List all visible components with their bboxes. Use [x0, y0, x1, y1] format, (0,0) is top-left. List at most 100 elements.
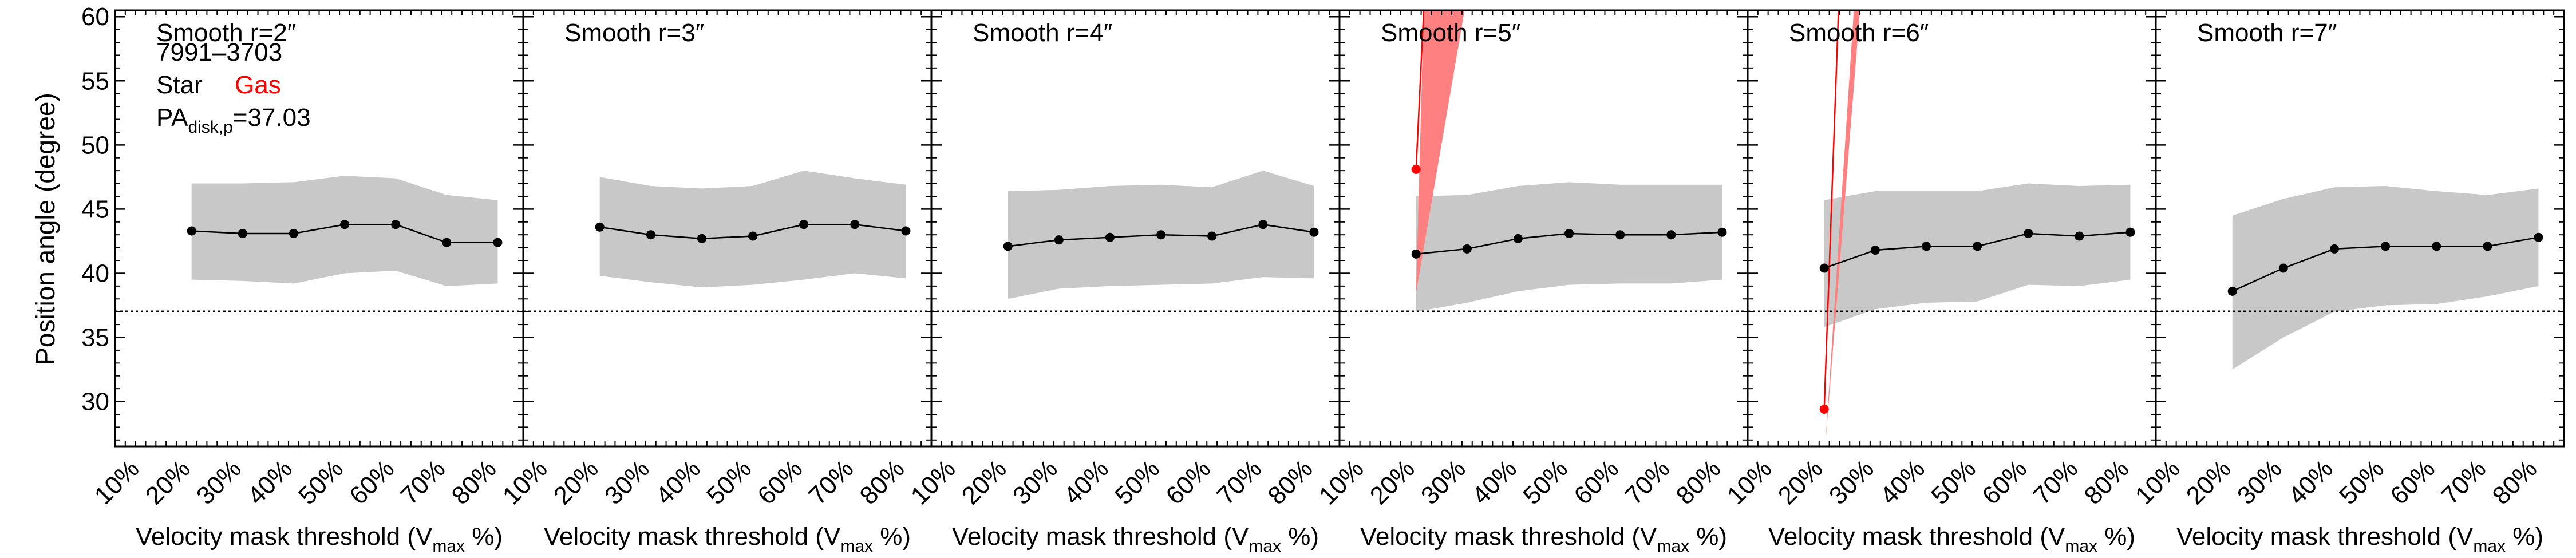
x-tick-label: 30% [2232, 454, 2287, 510]
y-tick-label: 60 [81, 3, 109, 31]
x-tick-label: 20% [2181, 454, 2237, 510]
x-tick-label: 30% [1824, 454, 1879, 510]
star-point [1156, 230, 1166, 240]
x-tick-label: 50% [2334, 454, 2389, 510]
star-point [595, 222, 605, 232]
panel-3: 10%20%30%40%50%60%70%80% Smooth r=4″ Veloc… [906, 9, 1341, 556]
gas-uncertainty-wedge [1825, 10, 1860, 446]
star-point [1462, 244, 1472, 254]
star-point [442, 238, 452, 247]
x-tick-label: 40% [242, 454, 298, 510]
star-point [1666, 230, 1676, 240]
x-tick-label: 10% [906, 454, 961, 510]
star-point [1258, 220, 1268, 229]
x-tick-label: 10% [497, 454, 553, 510]
x-tick-label: 10% [89, 454, 145, 510]
legend-id-text: 7991–3703 [156, 38, 282, 66]
star-point [697, 234, 706, 243]
gas-pa-line [1823, 10, 1839, 410]
x-tick-label: 30% [1416, 454, 1471, 510]
x-axis-label-main: Velocity mask threshold (V [544, 523, 841, 551]
x-tick-label: 70% [2436, 454, 2491, 510]
x-tick-label: 70% [2028, 454, 2083, 510]
x-axis-label-end: %) [1689, 523, 1727, 551]
x-tick-label: 10% [1722, 454, 1777, 510]
x-tick-label: 70% [1211, 454, 1267, 510]
star-uncertainty-band [191, 176, 498, 286]
x-tick-label: 20% [1365, 454, 1420, 510]
panel-2: 10%20%30%40%50%60%70%80% Smooth r=3″ Veloc… [497, 9, 933, 556]
x-axis-label-end: %) [465, 523, 503, 551]
panel-1: 30 35 40 45 50 55 60 10%20%30%40%50%60%70%80% Sm… [81, 3, 524, 556]
x-axis-label-main: Velocity mask threshold (V [1768, 523, 2065, 551]
star-uncertainty-band [599, 171, 906, 288]
legend-pa-text: PAdisk,p=37.03 [156, 104, 311, 137]
legend-pa-prefix: PA [156, 104, 188, 132]
panel-title: Smooth r=2″ [156, 19, 296, 47]
star-uncertainty-band [1824, 183, 2131, 327]
panel-6: 10%20%30%40%50%60%70%80% Smooth r=7″ Veloc… [2130, 9, 2565, 556]
plot-area [2156, 186, 2564, 370]
x-tick-label: 40% [650, 454, 706, 510]
plot-area [1340, 10, 1748, 312]
x-tick-label: 50% [1926, 454, 1981, 510]
star-point [2534, 232, 2543, 242]
x-tick-label: 30% [1008, 454, 1063, 510]
x-tick-label: 30% [599, 454, 655, 510]
x-axis-label-main: Velocity mask threshold (V [952, 523, 1249, 551]
star-point [1513, 234, 1523, 243]
star-point [1054, 235, 1064, 245]
x-tick-label: 10% [2130, 454, 2186, 510]
y-tick-label: 40 [81, 259, 109, 287]
x-axis-label-end: %) [873, 523, 911, 551]
x-axis-label-main: Velocity mask threshold (V [136, 523, 433, 551]
gas-point [1819, 405, 1829, 414]
x-tick-label: 20% [140, 454, 196, 510]
star-point [2432, 242, 2441, 251]
panel-5: 10%20%30%40%50%60%70%80% Smooth r=6″ Veloc… [1722, 9, 2157, 556]
star-point [901, 226, 911, 236]
star-point [1615, 230, 1625, 240]
y-tick-label: 30 [81, 388, 109, 416]
gas-point [1411, 164, 1421, 174]
x-axis-label-main: Velocity mask threshold (V [1360, 523, 1657, 551]
x-tick-label: 50% [1518, 454, 1573, 510]
star-point [1717, 227, 1727, 237]
star-point [238, 228, 247, 238]
star-point [1564, 228, 1574, 238]
star-point [799, 220, 809, 229]
x-tick-label: 60% [752, 454, 808, 510]
panel-title: Smooth r=3″ [564, 19, 704, 47]
x-axis-label-end: %) [2097, 523, 2135, 551]
plot-area [523, 171, 931, 312]
plot-area [931, 171, 1340, 312]
x-tick-label: 60% [344, 454, 400, 510]
x-tick-label: 60% [1977, 454, 2032, 510]
x-tick-label: 60% [1568, 454, 1624, 510]
star-point [2075, 231, 2084, 241]
x-axis-label: Velocity mask threshold (Vmax %) [544, 523, 911, 556]
panel-title: Smooth r=6″ [1789, 19, 1929, 47]
x-axis-label-sub: max [432, 537, 465, 556]
x-axis-label-sub: max [2065, 537, 2097, 556]
y-axis-label: Position angle (degree) [30, 93, 60, 365]
star-point [391, 220, 401, 229]
star-point [850, 220, 860, 229]
x-axis-label: Velocity mask threshold (Vmax %) [1360, 523, 1727, 556]
legend-pa-sub: disk,p [188, 118, 232, 137]
legend-gas-label: Gas [235, 71, 281, 99]
panel-title: Smooth r=5″ [1381, 19, 1520, 47]
x-tick-label: 20% [1773, 454, 1828, 510]
star-point [1819, 263, 1829, 273]
y-tick-label: 55 [81, 67, 109, 95]
x-tick-label: 80% [2079, 454, 2135, 510]
star-point [1003, 242, 1013, 251]
star-point [1411, 249, 1421, 259]
star-point [2024, 228, 2033, 238]
star-uncertainty-band [1416, 182, 1722, 312]
x-tick-label: 20% [548, 454, 604, 510]
x-axis-label: Velocity mask threshold (Vmax %) [2176, 523, 2543, 556]
legend-star-label: Star [156, 71, 203, 99]
gas-uncertainty-wedge [1416, 10, 1465, 293]
